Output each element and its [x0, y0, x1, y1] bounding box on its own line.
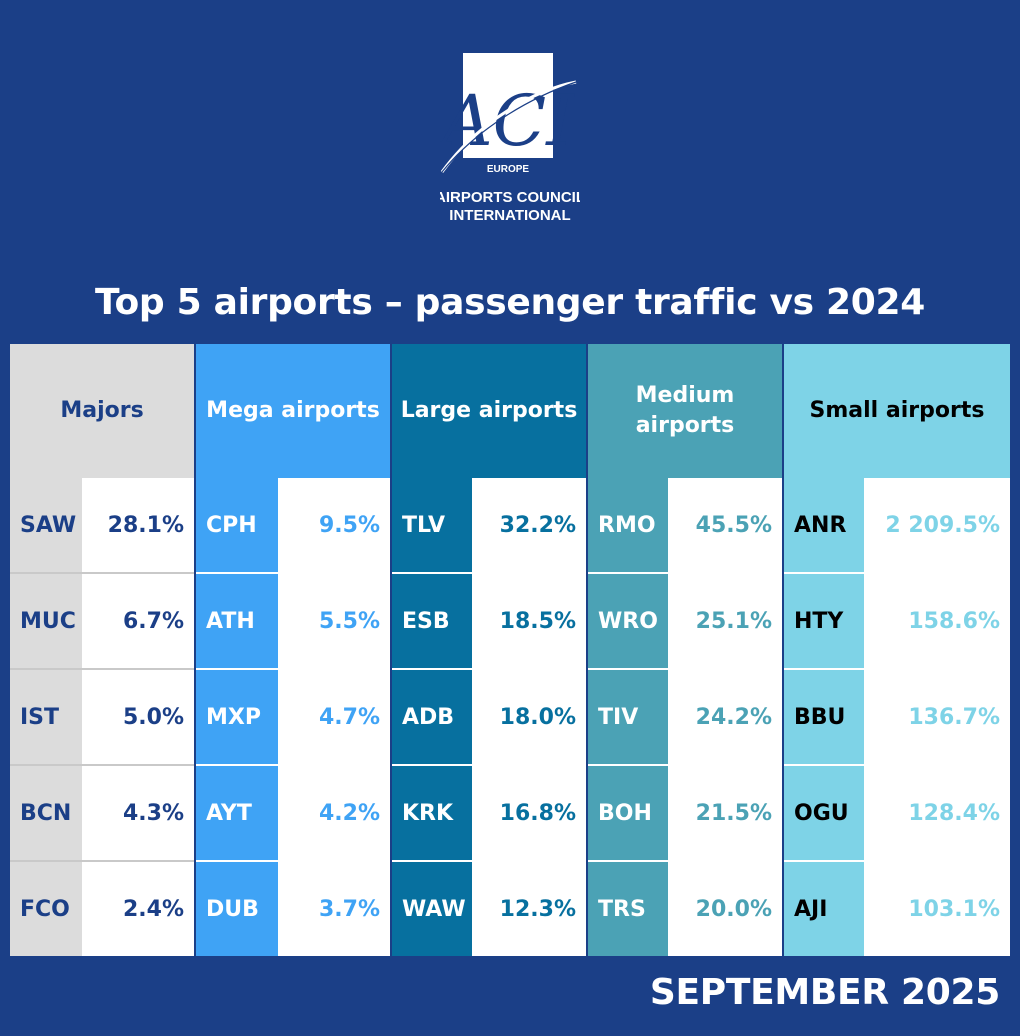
airport-code: TRS [588, 862, 668, 956]
group-header-large: Large airports [392, 344, 586, 478]
group-header-medium: Medium airports [588, 344, 782, 478]
row-separator [196, 764, 390, 766]
airport-code: AYT [196, 766, 278, 860]
traffic-change-value: 4.2% [278, 766, 390, 860]
airport-code: RMO [588, 478, 668, 572]
traffic-change-value: 128.4% [864, 766, 1010, 860]
airport-code: MUC [10, 574, 82, 668]
airport-code: BCN [10, 766, 82, 860]
traffic-change-value: 2 209.5% [864, 478, 1010, 572]
airport-code: BBU [784, 670, 864, 764]
row-separator [784, 764, 1010, 766]
airport-code: MXP [196, 670, 278, 764]
traffic-change-value: 25.1% [668, 574, 782, 668]
top-airports-table: Majors SAW 28.1% MUC 6.7% IST 5.0% BCN 4.3% FCO 2.… [10, 344, 1010, 956]
row-separator [10, 860, 194, 862]
chart-title: Top 5 airports – passenger traffic vs 20… [95, 282, 925, 323]
traffic-change-value: 45.5% [668, 478, 782, 572]
row-separator [10, 572, 194, 574]
traffic-change-value: 5.0% [82, 670, 194, 764]
row-separator [588, 860, 782, 862]
traffic-change-value: 3.7% [278, 862, 390, 956]
row-separator [196, 668, 390, 670]
aci-logo: ACI EUROPE AIRPORTS COUNCIL INTERNATIONA… [435, 50, 585, 230]
traffic-change-value: 18.5% [472, 574, 586, 668]
airport-code: ANR [784, 478, 864, 572]
airport-code: TLV [392, 478, 472, 572]
traffic-change-value: 2.4% [82, 862, 194, 956]
group-header-small: Small airports [784, 344, 1010, 478]
traffic-change-value: 158.6% [864, 574, 1010, 668]
airport-code: BOH [588, 766, 668, 860]
traffic-change-value: 16.8% [472, 766, 586, 860]
airport-code: ATH [196, 574, 278, 668]
row-separator [588, 668, 782, 670]
airport-code: ADB [392, 670, 472, 764]
traffic-change-value: 103.1% [864, 862, 1010, 956]
svg-text:EUROPE: EUROPE [487, 164, 530, 175]
airport-code: CPH [196, 478, 278, 572]
traffic-change-value: 5.5% [278, 574, 390, 668]
airport-code: ESB [392, 574, 472, 668]
airport-code: TIV [588, 670, 668, 764]
row-separator [392, 764, 586, 766]
airport-code: WAW [392, 862, 472, 956]
traffic-change-value: 24.2% [668, 670, 782, 764]
row-separator [196, 860, 390, 862]
period-label: SEPTEMBER 2025 [649, 972, 1000, 1013]
airport-code: HTY [784, 574, 864, 668]
group-header-mega: Mega airports [196, 344, 390, 478]
row-separator [784, 668, 1010, 670]
airport-code: IST [10, 670, 82, 764]
traffic-change-value: 136.7% [864, 670, 1010, 764]
traffic-change-value: 6.7% [82, 574, 194, 668]
svg-text:ACI: ACI [440, 80, 575, 162]
row-separator [392, 572, 586, 574]
traffic-change-value: 4.7% [278, 670, 390, 764]
row-separator [10, 668, 194, 670]
airport-code: AJI [784, 862, 864, 956]
airport-code: DUB [196, 862, 278, 956]
airport-code: WRO [588, 574, 668, 668]
row-separator [10, 764, 194, 766]
traffic-change-value: 18.0% [472, 670, 586, 764]
svg-text:AIRPORTS COUNCIL: AIRPORTS COUNCIL [440, 189, 580, 206]
airport-code: KRK [392, 766, 472, 860]
traffic-change-value: 28.1% [82, 478, 194, 572]
row-separator [392, 860, 586, 862]
traffic-change-value: 32.2% [472, 478, 586, 572]
traffic-change-value: 20.0% [668, 862, 782, 956]
airport-code: SAW [10, 478, 82, 572]
airport-code: OGU [784, 766, 864, 860]
row-separator [784, 572, 1010, 574]
traffic-change-value: 9.5% [278, 478, 390, 572]
svg-text:INTERNATIONAL: INTERNATIONAL [449, 207, 570, 224]
traffic-change-value: 12.3% [472, 862, 586, 956]
group-header-majors: Majors [10, 344, 194, 478]
airport-code: FCO [10, 862, 82, 956]
row-separator [588, 572, 782, 574]
row-separator [784, 860, 1010, 862]
row-separator [588, 764, 782, 766]
row-separator [392, 668, 586, 670]
row-separator [196, 572, 390, 574]
traffic-change-value: 4.3% [82, 766, 194, 860]
traffic-change-value: 21.5% [668, 766, 782, 860]
